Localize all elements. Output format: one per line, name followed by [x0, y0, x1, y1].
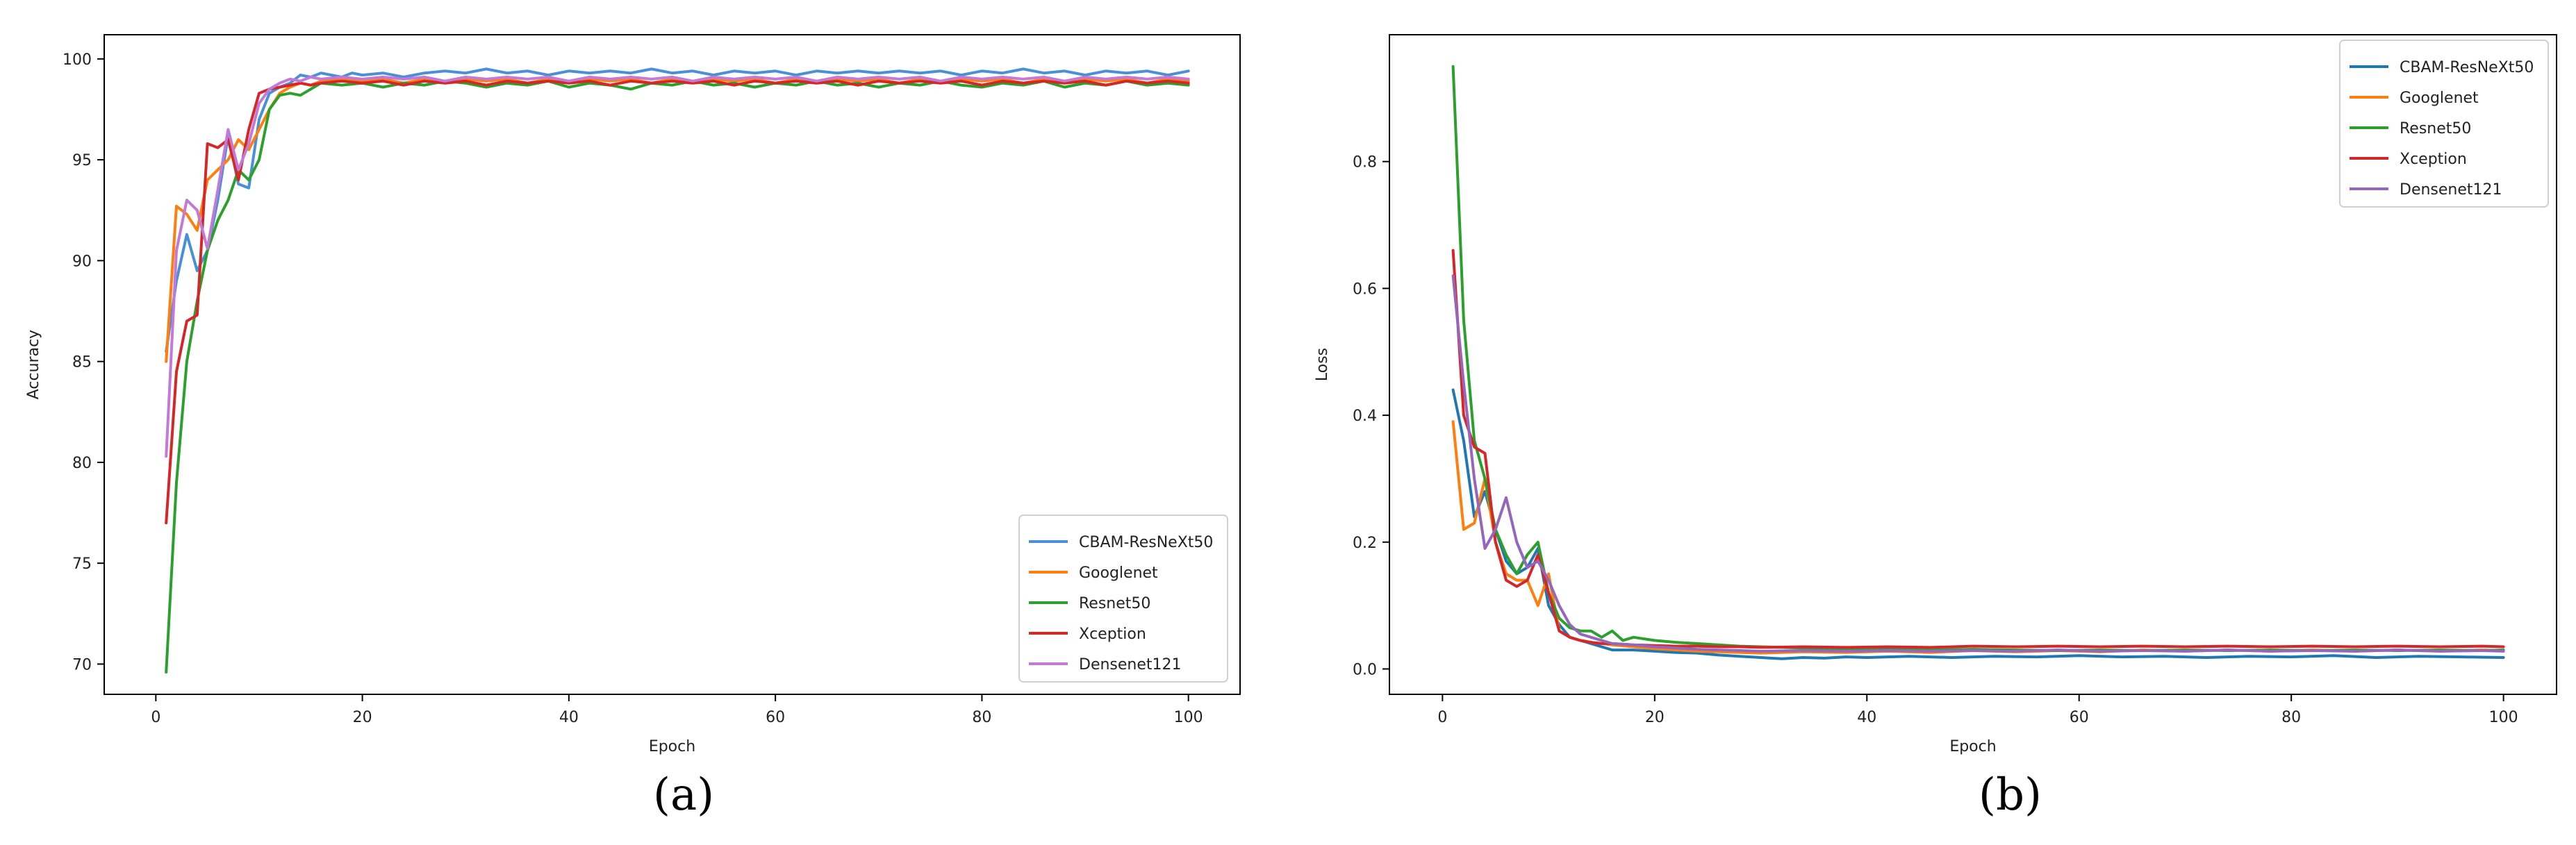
caption-a: (a): [653, 769, 715, 821]
x-tick-label: 80: [2281, 709, 2301, 726]
legend-label-googlenet: Googlenet: [1079, 564, 1158, 582]
loss-chart-panel: 0 20 40 60 80 100 0.0 0.2 0.4 0.6 0.8 Epoch Loss CBAM…: [1306, 0, 2576, 845]
legend-label-densenet121: Densenet121: [2400, 181, 2502, 199]
series-line-densenet121: [165, 76, 1190, 458]
loss-chart: 0 20 40 60 80 100 0.0 0.2 0.4 0.6 0.8 Epoch Loss CBAM…: [1314, 34, 2557, 755]
y-axis-label: Loss: [1314, 348, 1331, 381]
y-tick-label: 0.2: [1353, 535, 1377, 552]
x-tick-label: 40: [559, 709, 579, 726]
legend-label-xception: Xception: [2400, 151, 2467, 168]
y-tick-label: 75: [72, 555, 92, 573]
x-tick-label: 0: [151, 709, 160, 726]
series-line-cbam-resnext50: [165, 67, 1190, 353]
y-axis-label: Accuracy: [25, 330, 42, 399]
accuracy-chart: 0 20 40 60 80 100 70 75 80 85 90 95 100 Epoch Accuracy…: [25, 34, 1241, 755]
legend: CBAM-ResNeXt50 Googlenet Resnet50 Xception D…: [1018, 514, 1228, 683]
y-tick-label: 90: [72, 253, 92, 270]
legend-label-resnet50: Resnet50: [2400, 120, 2471, 137]
plot-frame: [104, 34, 1241, 695]
x-axis-label: Epoch: [649, 738, 695, 755]
y-tick-label: 0.6: [1353, 281, 1377, 298]
x-tick-label: 20: [1645, 709, 1665, 726]
y-tick-label: 80: [72, 455, 92, 472]
y-tick-label: 95: [72, 152, 92, 169]
series-line-googlenet: [165, 77, 1190, 363]
series-line-cbam-resnext50: [1451, 388, 2505, 660]
x-axis-label: Epoch: [1949, 738, 1996, 755]
legend-label-cbam-resnext50: CBAM-ResNeXt50: [1079, 534, 1213, 551]
legend-label-xception: Xception: [1079, 626, 1146, 643]
legend: CBAM-ResNeXt50 Googlenet Resnet50 Xception D…: [2339, 40, 2549, 208]
series-line-googlenet: [1451, 420, 2505, 655]
legend-label-densenet121: Densenet121: [1079, 656, 1182, 674]
x-tick-label: 20: [353, 709, 372, 726]
series-line-xception: [1451, 249, 2505, 649]
y-tick-label: 85: [72, 354, 92, 371]
x-tick-label: 100: [1174, 709, 1203, 726]
x-tick-label: 60: [766, 709, 785, 726]
x-tick-label: 60: [2070, 709, 2089, 726]
legend-box: [2339, 40, 2549, 208]
legend-label-cbam-resnext50: CBAM-ResNeXt50: [2400, 59, 2534, 76]
x-tick-label: 0: [1437, 709, 1447, 726]
y-tick-label: 70: [72, 656, 92, 674]
legend-box: [1018, 514, 1228, 683]
x-tick-label: 80: [972, 709, 991, 726]
y-tick-label: 100: [63, 51, 92, 69]
y-tick-label: 0.4: [1353, 408, 1377, 425]
accuracy-chart-panel: 0 20 40 60 80 100 70 75 80 85 90 95 100 Epoch Accuracy…: [0, 0, 1271, 845]
plot-frame: [1389, 34, 2557, 695]
legend-label-googlenet: Googlenet: [2400, 90, 2479, 107]
legend-label-resnet50: Resnet50: [1079, 595, 1150, 612]
series-line-densenet121: [1451, 274, 2505, 653]
y-tick-label: 0.8: [1353, 154, 1377, 171]
series-line-xception: [165, 79, 1190, 525]
x-tick-label: 100: [2489, 709, 2518, 726]
x-tick-label: 40: [1857, 709, 1876, 726]
caption-b: (b): [1979, 769, 2042, 821]
y-tick-label: 0.0: [1353, 661, 1377, 678]
